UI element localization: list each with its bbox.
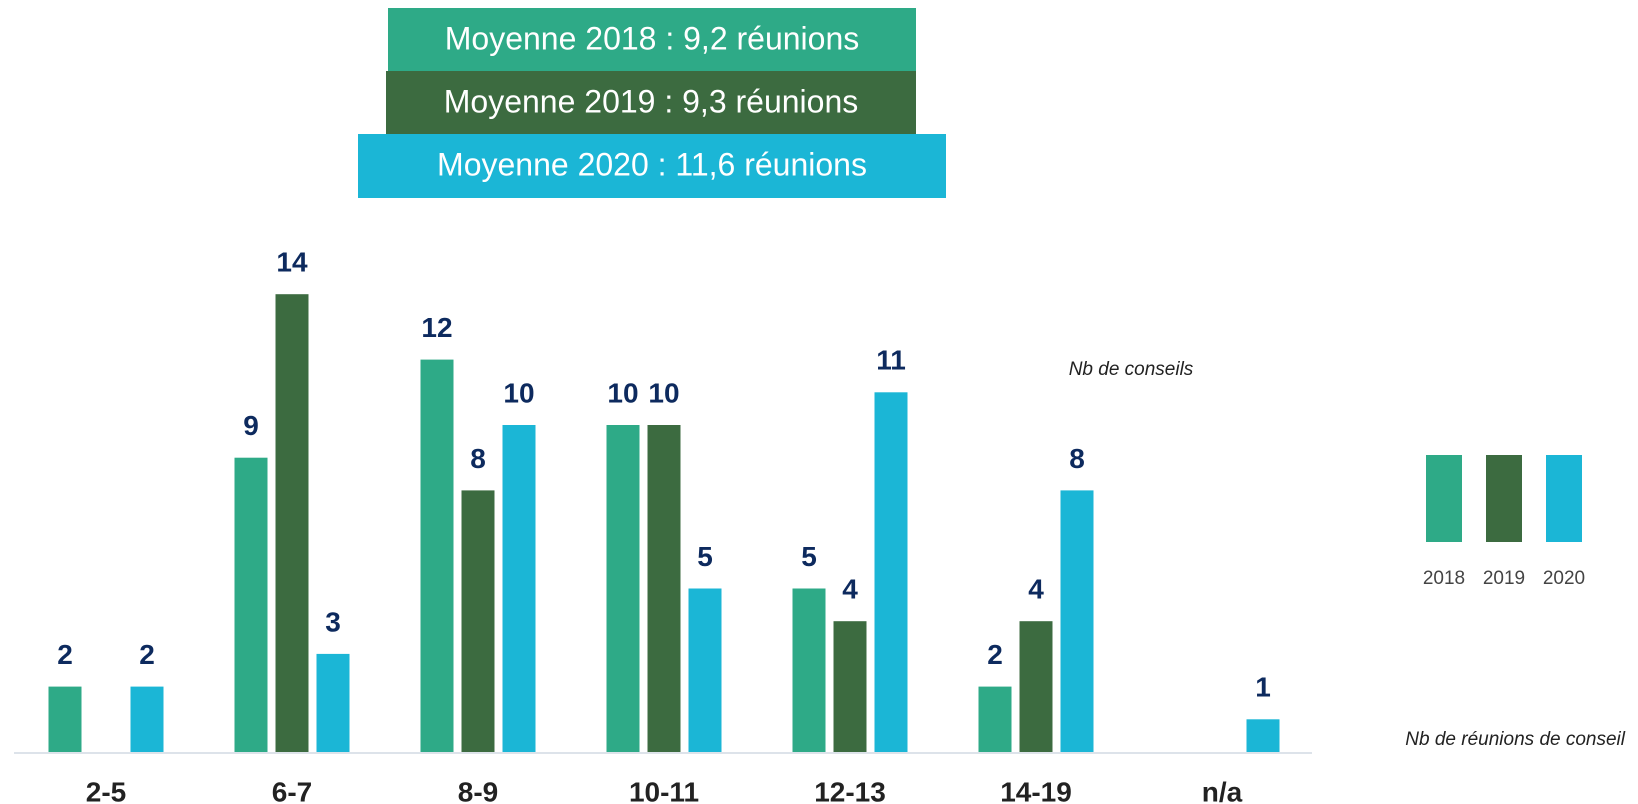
bar: [978, 686, 1012, 752]
x-tick-label: 2-5: [86, 776, 126, 804]
data-label: 1: [1255, 672, 1271, 703]
legend-label: 2020: [1543, 568, 1585, 589]
x-tick-label: 12-13: [814, 776, 886, 804]
y-note: Nb de conseils: [1069, 359, 1194, 380]
data-label: 8: [470, 443, 486, 474]
bar: [688, 588, 722, 752]
bar: [1019, 621, 1053, 752]
bar: [48, 686, 82, 752]
data-label: 5: [801, 541, 817, 572]
bar: [461, 490, 495, 752]
data-label: 3: [325, 606, 341, 637]
average-text: Moyenne 2019 : 9,3 réunions: [444, 83, 859, 119]
bar: [130, 686, 164, 752]
bar: [275, 294, 309, 752]
bar: [420, 359, 454, 752]
data-label: 4: [1028, 574, 1044, 605]
legend-swatch: [1426, 455, 1462, 542]
average-text: Moyenne 2020 : 11,6 réunions: [437, 146, 867, 182]
data-label: 2: [57, 639, 73, 670]
bar: [316, 653, 350, 752]
legend-label: 2019: [1483, 568, 1525, 589]
x-tick-label: 10-11: [629, 776, 699, 804]
bar: [234, 457, 268, 752]
bar: [792, 588, 826, 752]
x-tick-label: 6-7: [272, 776, 312, 804]
average-text: Moyenne 2018 : 9,2 réunions: [445, 20, 860, 56]
data-label: 12: [421, 312, 452, 343]
bar: [874, 392, 908, 752]
data-label: 10: [648, 377, 679, 408]
data-label: 9: [243, 410, 259, 441]
bar: [606, 425, 640, 752]
data-label: 10: [503, 377, 534, 408]
data-label: 2: [139, 639, 155, 670]
legend-swatch: [1546, 455, 1582, 542]
average-box: [386, 71, 916, 134]
average-box: [388, 8, 916, 71]
data-label: 10: [607, 377, 638, 408]
x-note: Nb de réunions de conseil: [1405, 729, 1625, 750]
legend-swatch: [1486, 455, 1522, 542]
average-box: [358, 134, 946, 198]
bar: [502, 425, 536, 752]
legend-label: 2018: [1423, 568, 1465, 589]
data-label: 4: [842, 574, 858, 605]
bar: [647, 425, 681, 752]
x-tick-label: 8-9: [458, 776, 498, 804]
data-label: 5: [697, 541, 713, 572]
x-tick-label: 14-19: [1000, 776, 1072, 804]
bar: [833, 621, 867, 752]
data-label: 11: [876, 345, 906, 376]
data-label: 14: [276, 247, 308, 278]
data-label: 8: [1069, 443, 1085, 474]
x-tick-label: n/a: [1202, 776, 1243, 804]
data-label: 2: [987, 639, 1003, 670]
bar: [1246, 719, 1280, 752]
bar: [1060, 490, 1094, 752]
